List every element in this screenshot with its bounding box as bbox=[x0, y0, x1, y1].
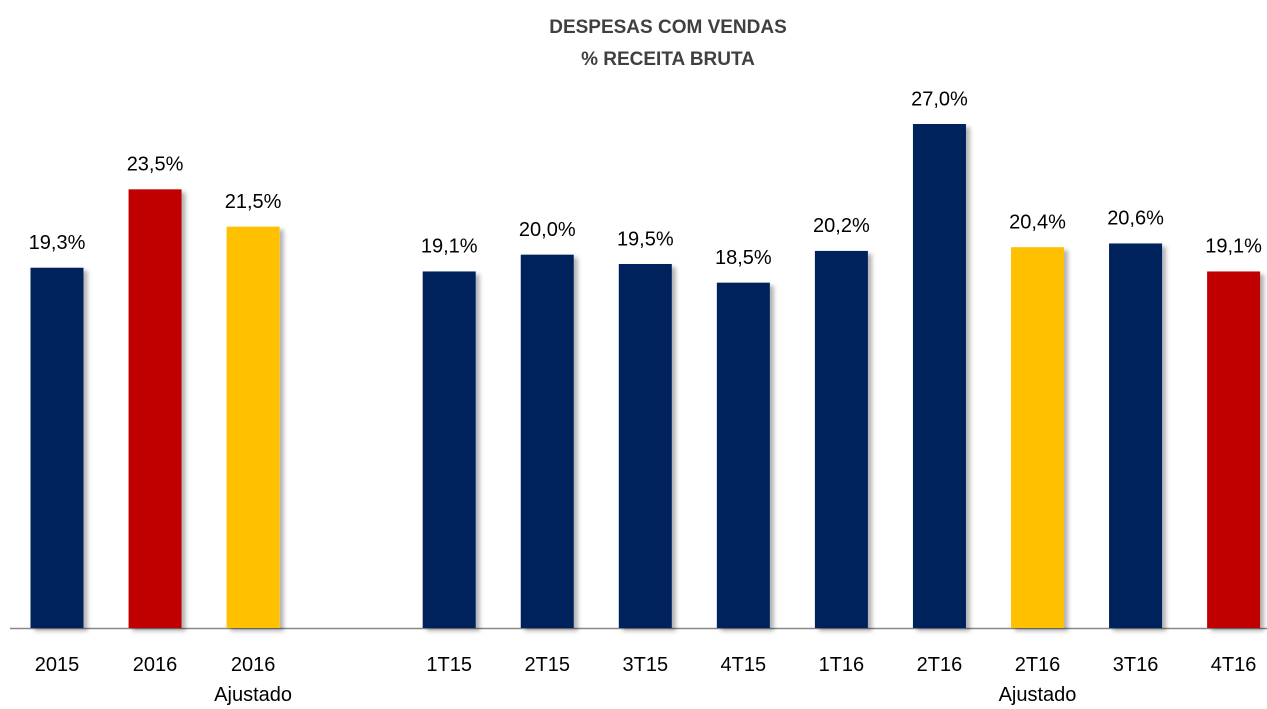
bar bbox=[716, 282, 770, 628]
x-tick-label: 2016 Ajustado bbox=[214, 654, 293, 706]
value-label: 20,6% bbox=[1107, 208, 1164, 230]
bar bbox=[128, 189, 182, 629]
value-label: 27,0% bbox=[911, 88, 968, 110]
bar bbox=[520, 254, 574, 628]
bar bbox=[30, 267, 84, 628]
x-tick-label: 2T15 bbox=[524, 654, 571, 676]
value-label: 19,5% bbox=[617, 228, 674, 250]
x-tick-label: 4T15 bbox=[720, 654, 767, 676]
x-tick-label: 3T16 bbox=[1112, 654, 1159, 676]
x-tick-label: 1T16 bbox=[818, 654, 865, 676]
x-tick-label: 2T16 Ajustado bbox=[998, 654, 1077, 706]
value-label: 20,2% bbox=[813, 215, 870, 237]
chart-subtitle: % RECEITA BRUTA bbox=[581, 49, 755, 70]
value-label: 19,1% bbox=[421, 236, 478, 258]
value-label: 19,1% bbox=[1205, 236, 1262, 258]
chart-title: DESPESAS COM VENDAS bbox=[549, 17, 787, 38]
bar bbox=[422, 271, 476, 628]
value-label: 20,4% bbox=[1009, 211, 1066, 233]
x-tick-label: 1T15 bbox=[426, 654, 472, 676]
bar bbox=[1207, 271, 1261, 628]
x-tick-label: 3T15 bbox=[622, 654, 669, 676]
value-label: 20,0% bbox=[519, 219, 576, 241]
x-tick-label: 2T16 bbox=[916, 654, 963, 676]
value-label: 19,3% bbox=[29, 232, 86, 254]
value-label: 18,5% bbox=[715, 247, 772, 269]
x-tick-label: 4T16 bbox=[1210, 654, 1257, 676]
bar bbox=[1011, 247, 1064, 628]
bar bbox=[814, 250, 868, 628]
value-label: 21,5% bbox=[225, 191, 282, 213]
bar bbox=[912, 124, 966, 628]
value-label: 23,5% bbox=[127, 154, 184, 176]
bar bbox=[226, 226, 280, 628]
bar bbox=[1109, 243, 1163, 628]
x-tick-label: 2016 bbox=[132, 654, 178, 676]
x-tick-label: 2015 bbox=[34, 654, 80, 676]
bar bbox=[618, 264, 672, 628]
